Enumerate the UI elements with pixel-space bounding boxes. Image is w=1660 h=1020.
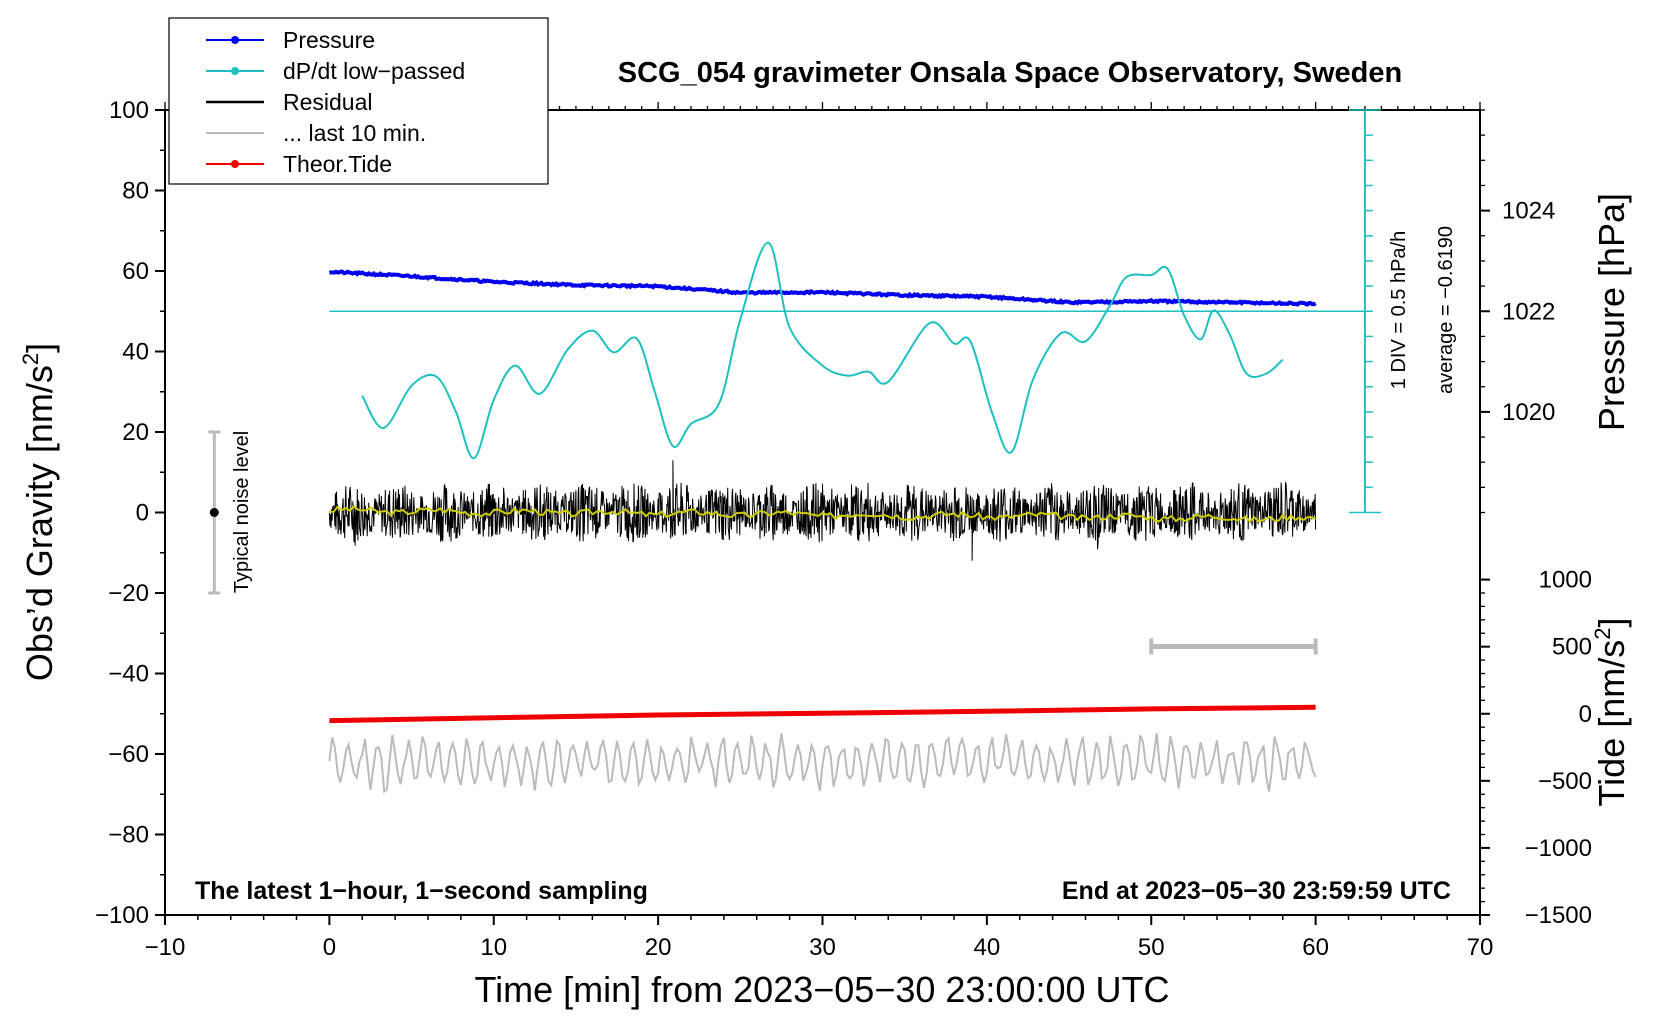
dpdt-series bbox=[329, 241, 1365, 460]
legend-marker bbox=[231, 36, 239, 44]
y-tick-label: −60 bbox=[108, 741, 149, 768]
y-tick-label: 0 bbox=[136, 500, 149, 527]
y-left-axis-label: Obs’d Gravity [nm/s2] bbox=[18, 343, 60, 681]
y-tick-label: −100 bbox=[95, 902, 149, 929]
noise-bar-center bbox=[209, 508, 219, 517]
x-tick-label: 0 bbox=[323, 934, 336, 961]
legend-label: Pressure bbox=[283, 27, 375, 53]
pressure-tick-label: 1024 bbox=[1502, 198, 1555, 225]
chart-title: SCG_054 gravimeter Onsala Space Observat… bbox=[618, 57, 1402, 89]
dpdt-line bbox=[361, 241, 1284, 460]
y-tick-label: 80 bbox=[122, 178, 149, 205]
x-tick-label: 70 bbox=[1467, 934, 1494, 961]
legend-label: ... last 10 min. bbox=[283, 120, 426, 146]
tide-tick-label: −500 bbox=[1538, 768, 1592, 795]
y-tick-label: 100 bbox=[109, 97, 149, 124]
residual-smoothed-line bbox=[329, 504, 1317, 524]
tide-line bbox=[329, 704, 1316, 724]
legend: Pressure dP/dt low−passed Residual ... last… bbox=[168, 17, 549, 185]
x-axis-label: Time [min] from 2023−05−30 23:00:00 UTC bbox=[474, 969, 1169, 1010]
noise-level-bar bbox=[208, 430, 221, 595]
pressure-line bbox=[329, 269, 1317, 307]
pressure-tick-label: 1020 bbox=[1502, 399, 1555, 426]
legend-label: Theor.Tide bbox=[283, 151, 392, 177]
y-tick-label: 20 bbox=[122, 419, 149, 446]
y-tick-label: 60 bbox=[122, 258, 149, 285]
x-tick-label: −10 bbox=[145, 934, 186, 961]
dpdt-scale bbox=[1348, 109, 1381, 514]
pressure-series bbox=[329, 269, 1317, 307]
x-tick-label: 50 bbox=[1138, 934, 1165, 961]
tide-axis-label: Tide [nm/s2] bbox=[1590, 618, 1632, 807]
tide-tick-label: −1500 bbox=[1525, 902, 1592, 929]
end-time-note: End at 2023−05−30 23:59:59 UTC bbox=[1062, 877, 1451, 905]
residual-line bbox=[328, 460, 1317, 561]
legend-marker bbox=[231, 67, 239, 75]
tide-tick-label: 500 bbox=[1552, 634, 1592, 661]
last-10-min-series bbox=[328, 638, 1318, 794]
x-tick-label: 40 bbox=[974, 934, 1001, 961]
y-tick-label: −80 bbox=[108, 822, 149, 849]
legend-label: Residual bbox=[283, 89, 373, 115]
tide-tick-label: −1000 bbox=[1525, 835, 1592, 862]
x-tick-label: 30 bbox=[809, 934, 836, 961]
legend-label: dP/dt low−passed bbox=[283, 58, 465, 84]
tide-tick-label: 1000 bbox=[1539, 567, 1592, 594]
y-right-axis: 1024 1022 1020 1000 500 0 −500 −1000 −1500 bbox=[1480, 109, 1592, 929]
dpdt-average-label: average = −0.6190 bbox=[1435, 226, 1457, 394]
dpdt-div-label: 1 DIV = 0.5 hPa/h bbox=[1388, 231, 1410, 389]
y-tick-label: 40 bbox=[122, 339, 149, 366]
x-axis: −10 0 10 20 30 40 50 60 70 bbox=[145, 915, 1494, 961]
pressure-tick-label: 1022 bbox=[1502, 298, 1555, 325]
residual-smoothed-series bbox=[329, 504, 1317, 524]
x-tick-label: 10 bbox=[480, 934, 507, 961]
noise-level-label: Typical noise level bbox=[231, 431, 253, 593]
last-10-min-line bbox=[328, 733, 1317, 794]
sampling-note: The latest 1−hour, 1−second sampling bbox=[195, 877, 648, 905]
y-tick-label: −40 bbox=[108, 661, 149, 688]
tide-tick-label: 0 bbox=[1579, 701, 1592, 728]
legend-marker bbox=[231, 160, 239, 168]
tide-series bbox=[329, 704, 1316, 724]
pressure-axis-label: Pressure [hPa] bbox=[1591, 193, 1632, 431]
x-tick-label: 20 bbox=[645, 934, 672, 961]
y-left-axis: 100 80 60 40 20 0 −20 −40 −60 −80 −100 bbox=[95, 97, 165, 929]
x-tick-label: 60 bbox=[1302, 934, 1329, 961]
y-tick-label: −20 bbox=[108, 580, 149, 607]
residual-series bbox=[328, 460, 1317, 561]
